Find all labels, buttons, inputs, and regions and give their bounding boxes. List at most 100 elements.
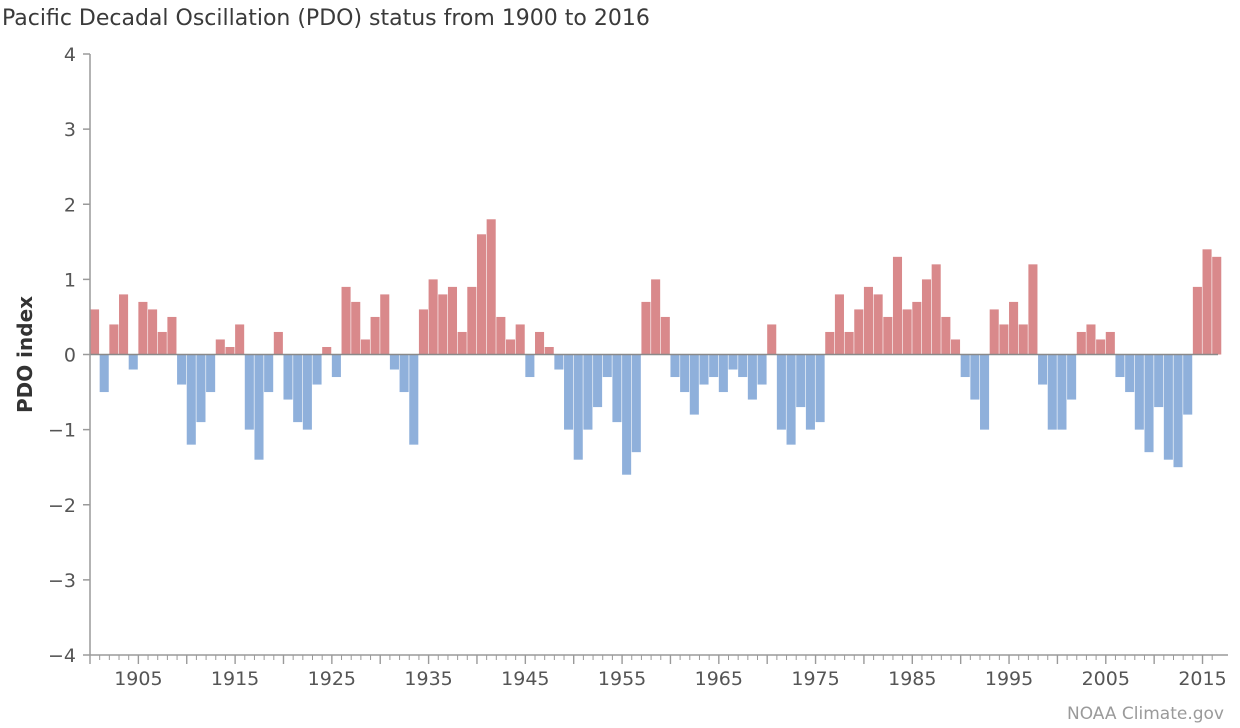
bar-1973 <box>796 354 806 408</box>
bar-1925 <box>331 354 341 378</box>
bar-1943 <box>505 339 516 355</box>
bar-1913 <box>215 339 225 355</box>
bar-2002 <box>1076 331 1086 355</box>
bar-2010 <box>1154 354 1164 408</box>
bar-1917 <box>254 354 264 460</box>
bar-2004 <box>1096 339 1106 355</box>
x-tick-label: 1965 <box>695 668 743 690</box>
bar-2014 <box>1192 286 1202 355</box>
bar-1907 <box>157 331 167 355</box>
bar-1979 <box>854 309 864 355</box>
bar-1919 <box>273 331 283 355</box>
bar-1977 <box>834 294 844 355</box>
bar-1944 <box>515 324 525 355</box>
bar-1906 <box>148 309 158 355</box>
bar-1928 <box>360 339 370 355</box>
x-tick-label: 1915 <box>211 668 259 690</box>
bar-1967 <box>738 354 748 378</box>
bar-1950 <box>573 354 583 460</box>
bar-1940 <box>476 234 487 355</box>
bar-1953 <box>602 354 612 378</box>
bar-1902 <box>109 324 119 355</box>
bar-2016 <box>1212 256 1222 355</box>
bar-1929 <box>370 316 380 355</box>
bar-1911 <box>196 354 206 423</box>
bar-1992 <box>980 354 990 430</box>
bar-1970 <box>767 324 777 355</box>
bar-1923 <box>312 354 322 385</box>
bar-1909 <box>177 354 187 385</box>
bar-1930 <box>380 294 390 355</box>
bar-1924 <box>322 346 332 355</box>
x-tick-label: 2005 <box>1082 668 1130 690</box>
bar-1993 <box>989 309 999 355</box>
bar-2003 <box>1086 324 1096 355</box>
bar-1988 <box>941 316 951 355</box>
bar-1922 <box>302 354 312 430</box>
x-tick-label: 2015 <box>1178 668 1226 690</box>
bar-1956 <box>631 354 641 453</box>
bar-2007 <box>1125 354 1135 393</box>
bar-1978 <box>844 331 854 355</box>
bar-1935 <box>428 279 438 355</box>
bar-1937 <box>447 286 458 355</box>
y-tick-label: 2 <box>64 194 76 216</box>
bar-1942 <box>496 316 506 355</box>
bar-1934 <box>418 309 428 355</box>
x-axis-ticks: 1905 1915 1925 1935 1945 1955 1965 1975 1985 1995… <box>89 655 1227 690</box>
bar-1981 <box>873 294 883 355</box>
bar-1999 <box>1047 354 1057 430</box>
bar-2001 <box>1067 354 1077 400</box>
y-tick-label: −3 <box>48 570 76 592</box>
bar-2013 <box>1183 354 1193 415</box>
bar-2012 <box>1173 354 1183 468</box>
bar-1905 <box>138 301 148 355</box>
x-tick-label: 1955 <box>598 668 646 690</box>
bar-1957 <box>641 301 651 355</box>
bar-1954 <box>612 354 622 423</box>
bar-1952 <box>593 354 603 408</box>
y-tick-label: 4 <box>64 44 76 66</box>
bar-1908 <box>167 316 177 355</box>
negative-bars <box>99 354 1193 475</box>
x-tick-label: 1995 <box>985 668 1033 690</box>
bar-1975 <box>815 354 825 423</box>
bar-1947 <box>544 346 554 355</box>
bar-1912 <box>206 354 216 393</box>
bar-2009 <box>1144 354 1154 453</box>
bar-1958 <box>651 279 661 355</box>
bar-1986 <box>921 279 932 355</box>
bar-1974 <box>805 354 815 430</box>
bar-1951 <box>583 354 593 430</box>
bar-1965 <box>718 354 728 393</box>
bar-1960 <box>670 354 680 378</box>
bar-1948 <box>554 354 564 370</box>
bar-1903 <box>119 294 129 355</box>
bar-2015 <box>1202 249 1212 355</box>
bar-1966 <box>728 354 738 370</box>
bar-1964 <box>709 354 719 378</box>
bar-1938 <box>457 331 467 355</box>
bar-1932 <box>399 354 409 393</box>
bar-1990 <box>960 354 970 378</box>
x-tick-label: 1985 <box>888 668 936 690</box>
y-tick-label: −4 <box>48 645 76 667</box>
bar-1987 <box>931 264 941 355</box>
bar-1998 <box>1038 354 1048 385</box>
source-credit: NOAA Climate.gov <box>1066 704 1224 724</box>
bar-1920 <box>283 354 293 400</box>
bar-1995 <box>1009 301 1019 355</box>
bar-1949 <box>564 354 574 430</box>
x-tick-label: 1945 <box>501 668 549 690</box>
bar-1946 <box>535 331 545 355</box>
bar-1983 <box>892 256 903 355</box>
bar-1933 <box>409 354 419 445</box>
bar-1955 <box>622 354 632 475</box>
bar-1939 <box>467 286 477 355</box>
chart-title: Pacific Decadal Oscillation (PDO) status… <box>2 6 650 31</box>
bar-1971 <box>776 354 786 430</box>
bar-1915 <box>235 324 245 355</box>
bar-1914 <box>225 346 235 355</box>
